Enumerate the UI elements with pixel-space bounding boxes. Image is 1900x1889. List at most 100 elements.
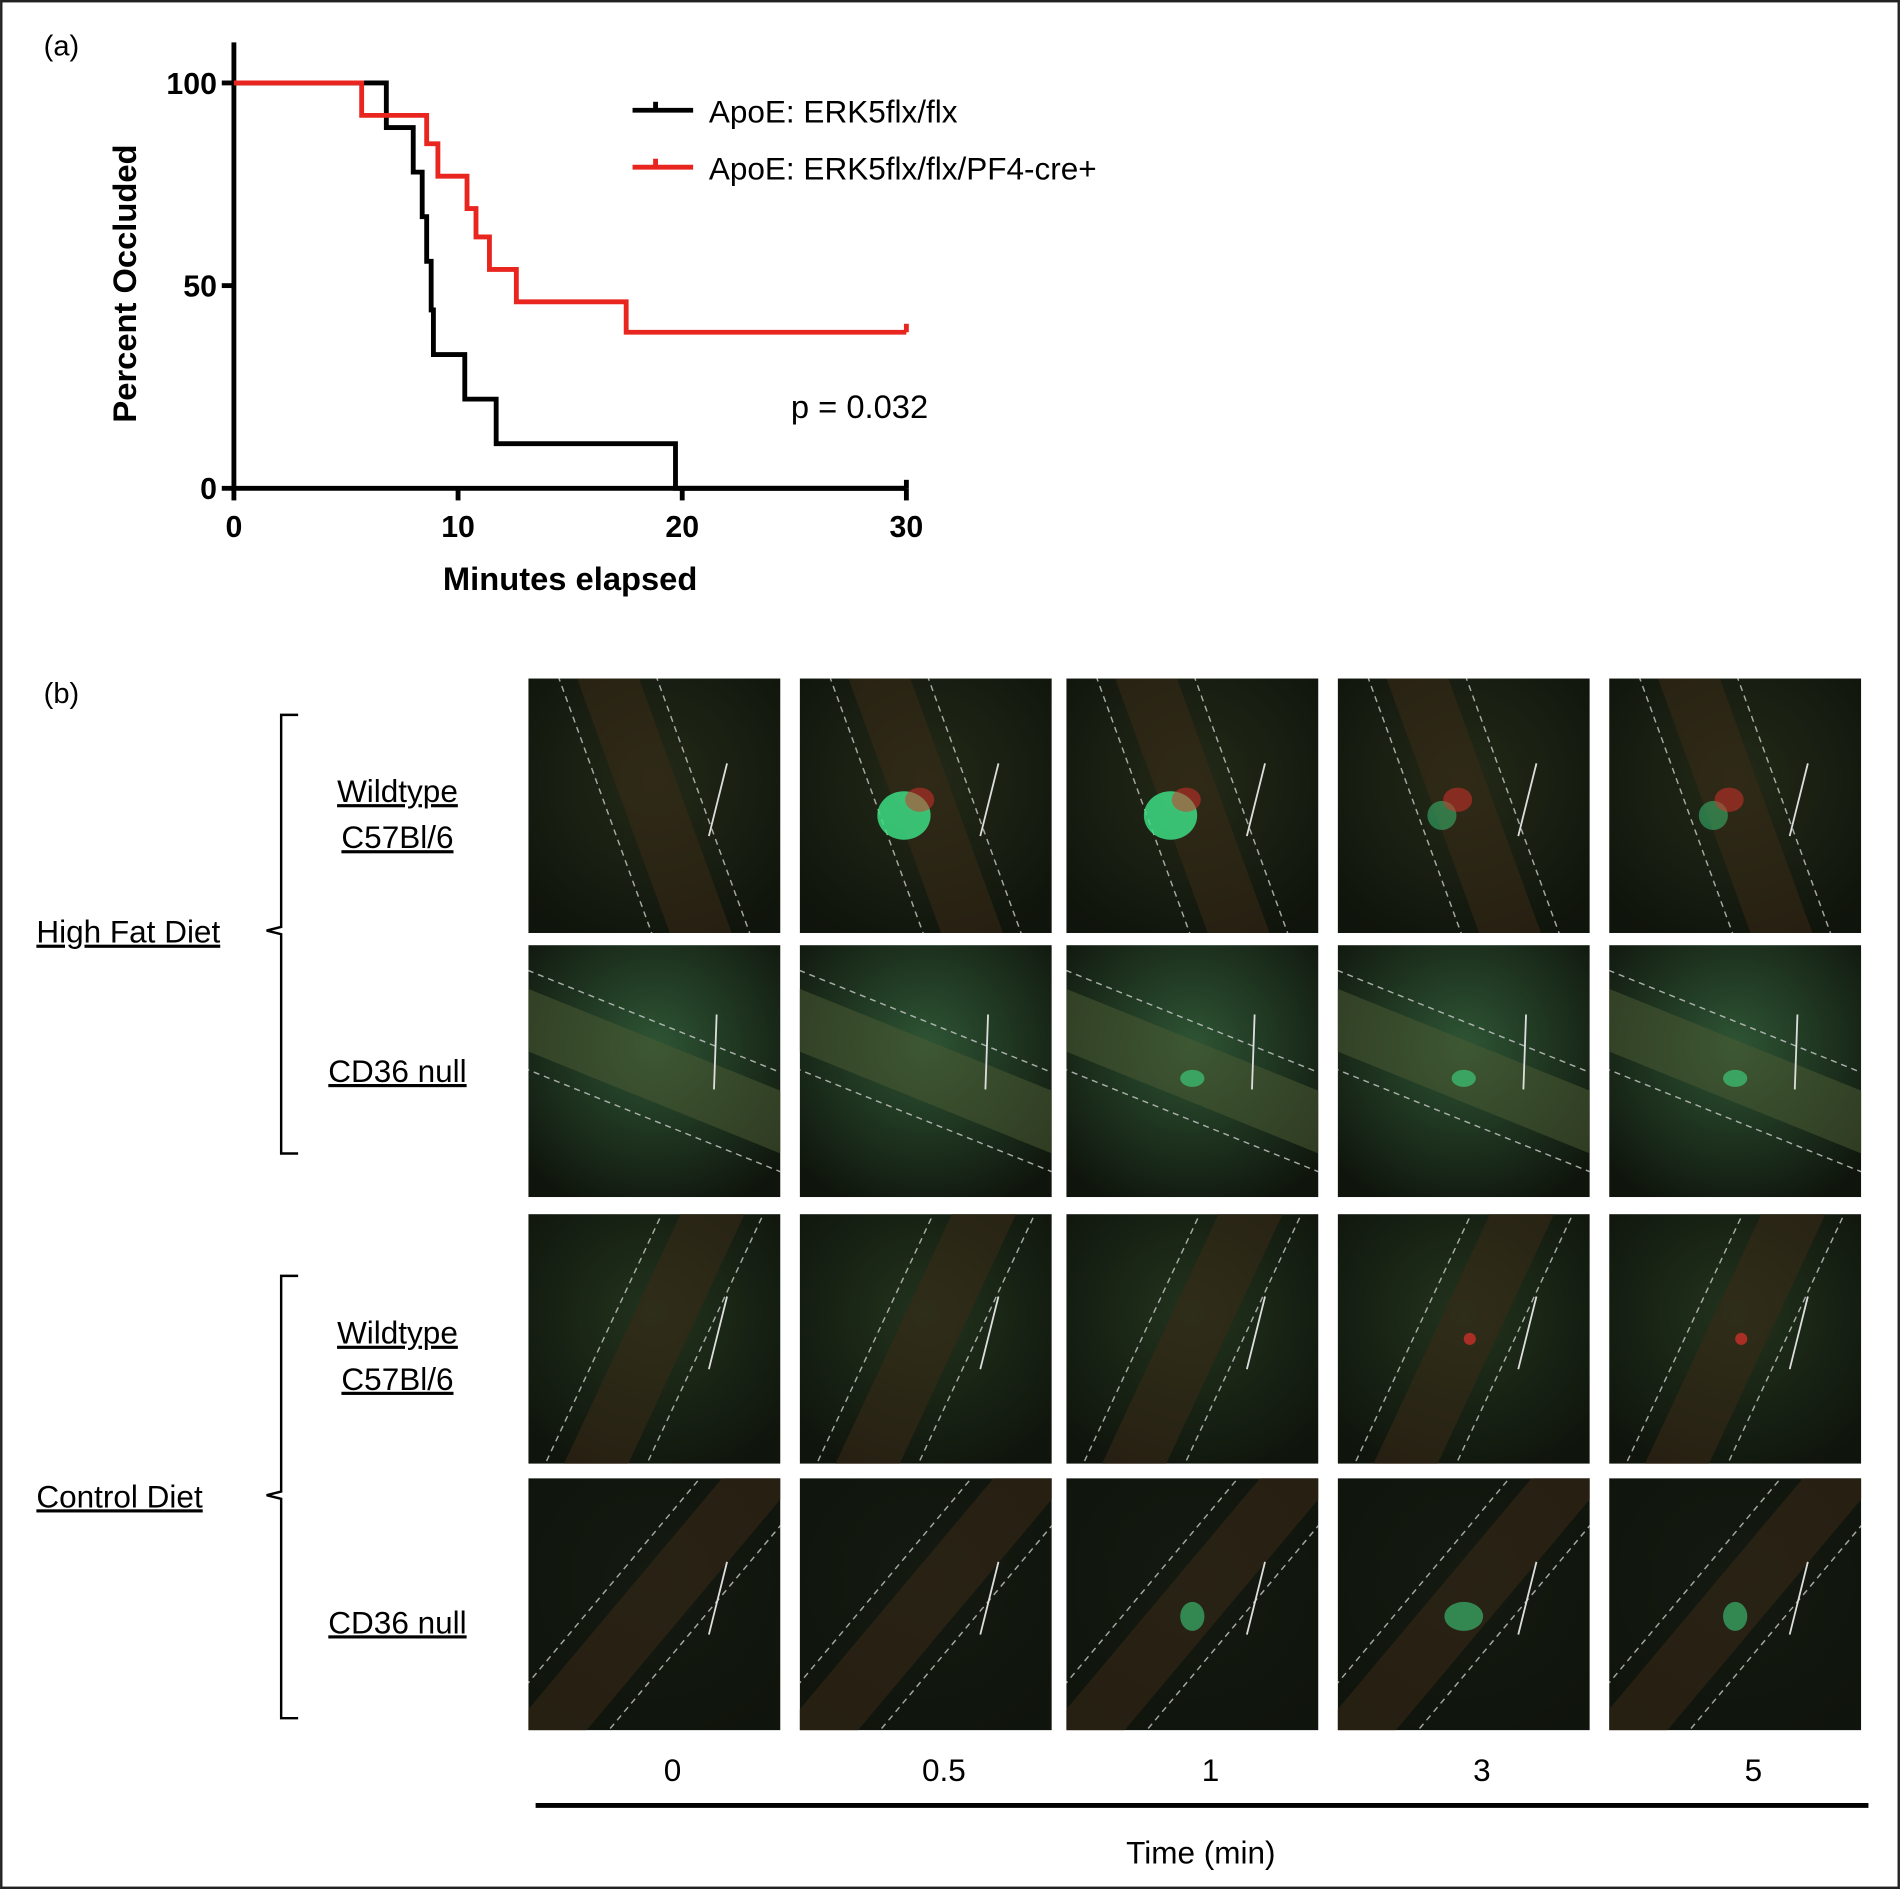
flow-arrow <box>1788 1296 1809 1370</box>
vessel-edge <box>1130 1214 1319 1464</box>
brace <box>266 1274 299 1720</box>
micrograph-content <box>1337 945 1590 1198</box>
vessel-edge <box>614 678 781 933</box>
micrograph <box>1609 945 1862 1198</box>
genotype-label: Wildtype <box>337 773 458 809</box>
vessel <box>528 1214 781 1464</box>
micrograph-content <box>1337 678 1590 933</box>
micrograph <box>528 1214 781 1464</box>
legend-label: ApoE: ERK5flx/flx/PF4-cre+ <box>709 150 1097 186</box>
micrograph <box>528 945 781 1198</box>
genotype-label: C57Bl/6 <box>341 819 453 855</box>
micrograph <box>799 945 1052 1198</box>
y-tick-label: 50 <box>183 271 217 304</box>
vessel-edge <box>1337 1022 1590 1198</box>
time-point: 3 <box>1473 1752 1491 1788</box>
y-axis-label: Percent Occluded <box>106 144 143 422</box>
vessel-edge <box>1609 1478 1857 1731</box>
legend-label: ApoE: ERK5flx/flx <box>709 93 958 129</box>
vessel-edge <box>1614 1478 1862 1731</box>
genotype-label: CD36 null <box>328 1053 466 1089</box>
vessel-edge <box>528 1022 781 1198</box>
flow-arrow <box>707 1296 728 1370</box>
vessel-edge <box>885 678 1052 933</box>
thrombus-red <box>1171 787 1201 812</box>
micrograph <box>1609 1478 1862 1731</box>
vessel-edge <box>528 1478 776 1731</box>
flow-arrow <box>1245 1561 1266 1635</box>
micrograph <box>799 1214 1052 1464</box>
flow-arrow <box>979 1296 1000 1370</box>
micrograph <box>799 1478 1052 1731</box>
time-point: 0 <box>664 1752 682 1788</box>
micrograph-content <box>799 945 1052 1198</box>
flow-arrow <box>1517 1561 1538 1635</box>
diet-label: Control Diet <box>36 1478 203 1514</box>
micrograph-content <box>528 945 781 1198</box>
vessel-edge <box>1694 678 1862 933</box>
vessel-edge <box>1402 1214 1590 1464</box>
micrograph-content <box>799 678 1052 933</box>
thrombus-green <box>1444 1601 1484 1631</box>
vessel-edge <box>1066 1022 1319 1198</box>
vessel-edge <box>1152 678 1319 933</box>
micrograph-content <box>1609 1478 1862 1731</box>
flow-arrow <box>707 763 728 837</box>
vessel-edge <box>799 1478 1047 1731</box>
micrograph <box>1337 945 1590 1198</box>
vessel <box>799 1214 1052 1464</box>
thrombus-red <box>1735 1332 1748 1345</box>
micrograph-content <box>1066 1478 1319 1731</box>
micrograph-content <box>799 1214 1052 1464</box>
flow-arrow <box>1245 763 1266 837</box>
genotype-label: C57Bl/6 <box>341 1361 453 1397</box>
p-value: p = 0.032 <box>791 388 928 425</box>
flow-arrow <box>1517 1296 1538 1370</box>
vessel-edge <box>1609 945 1862 1120</box>
vessel-edge <box>533 1478 781 1731</box>
micrograph <box>1337 1214 1590 1464</box>
vessel <box>1066 1214 1319 1464</box>
vessel-edge <box>1337 1478 1585 1731</box>
micrograph-content <box>1066 1214 1319 1464</box>
vessel <box>528 1478 781 1731</box>
diet-label: High Fat Diet <box>36 914 220 950</box>
micrograph-content <box>528 678 781 933</box>
flow-arrow <box>979 1561 1000 1635</box>
flow-arrow <box>984 1014 989 1090</box>
panel-label: (b) <box>44 678 80 710</box>
micrograph <box>1609 1214 1862 1464</box>
time-point: 5 <box>1745 1752 1763 1788</box>
flow-arrow <box>979 763 1000 837</box>
brace <box>266 713 299 1155</box>
micrograph <box>1337 678 1590 933</box>
vessel-edge <box>1609 1022 1862 1198</box>
y-tick-label: 0 <box>200 473 217 506</box>
thrombus-green <box>1723 1069 1748 1087</box>
vessel-edge <box>799 1214 988 1464</box>
vessel-edge <box>528 1214 716 1464</box>
vessel-edge <box>1673 1214 1862 1464</box>
thrombus-red <box>905 787 935 812</box>
flow-arrow <box>1245 1296 1266 1370</box>
micrograph <box>799 678 1052 933</box>
x-tick-label: 20 <box>665 511 699 544</box>
survival-curve <box>233 80 907 335</box>
micrograph-content <box>1609 945 1862 1198</box>
x-tick-label: 0 <box>225 511 242 544</box>
thrombus-green <box>1723 1601 1748 1631</box>
micrograph-content <box>1609 1214 1862 1464</box>
flow-arrow <box>1788 763 1809 837</box>
micrograph-content <box>799 1478 1052 1731</box>
vessel <box>528 953 781 1189</box>
genotype-label: Wildtype <box>337 1315 458 1351</box>
thrombus-red <box>1463 1332 1476 1345</box>
vessel-edge <box>1423 678 1590 933</box>
time-point: 1 <box>1202 1752 1220 1788</box>
micrograph <box>1066 1478 1319 1731</box>
flow-arrow <box>1788 1561 1809 1635</box>
vessel-edge <box>1337 945 1590 1120</box>
x-tick-label: 30 <box>890 511 924 544</box>
vessel-edge <box>1071 1478 1319 1731</box>
